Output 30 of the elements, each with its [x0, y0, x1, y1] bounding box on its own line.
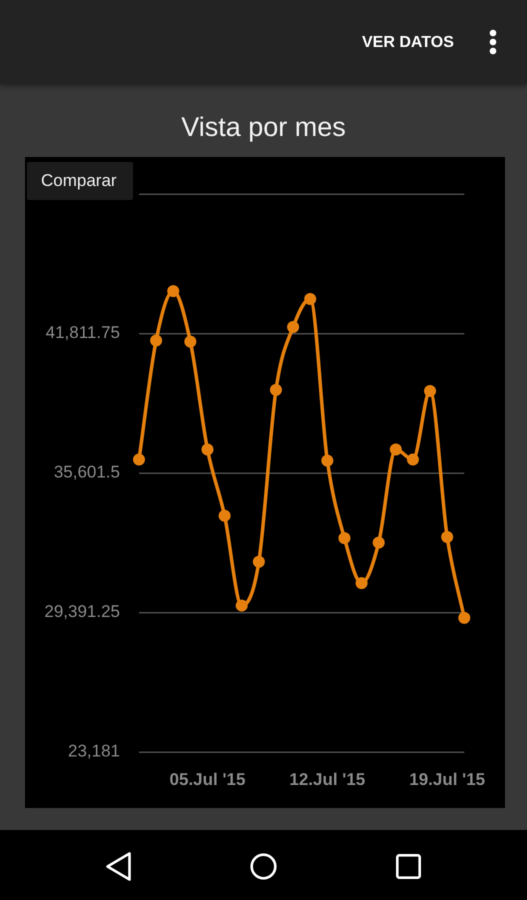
point — [236, 600, 248, 612]
action-label: VER DATOS — [362, 34, 454, 52]
point — [424, 385, 436, 398]
point — [338, 532, 350, 544]
point — [372, 536, 385, 549]
point — [287, 321, 300, 334]
point — [150, 334, 162, 347]
x-tick-label: 19.Jul '15 — [409, 770, 486, 789]
point — [218, 510, 231, 522]
point — [304, 292, 316, 305]
point — [184, 336, 196, 348]
x-tick-label: 05.Jul '15 — [170, 770, 246, 789]
point — [458, 612, 470, 624]
y-tick-label: 29,391.25 — [44, 602, 120, 622]
y-tick-label: 35,601.5 — [54, 462, 120, 482]
point — [406, 454, 419, 466]
y-tick-label: 41,811.75 — [46, 323, 120, 342]
y-tick-label: 23,181 — [68, 742, 120, 761]
point — [321, 454, 334, 467]
chart-title: Vista por mes — [180, 111, 347, 143]
point — [270, 384, 282, 396]
point — [441, 531, 454, 544]
point — [252, 556, 265, 568]
point — [201, 443, 214, 456]
point — [167, 285, 180, 298]
point — [356, 577, 368, 590]
button: Comparar — [27, 162, 133, 200]
point — [133, 454, 145, 466]
x-tick-label: 12.Jul '15 — [289, 770, 366, 789]
point — [390, 443, 402, 456]
